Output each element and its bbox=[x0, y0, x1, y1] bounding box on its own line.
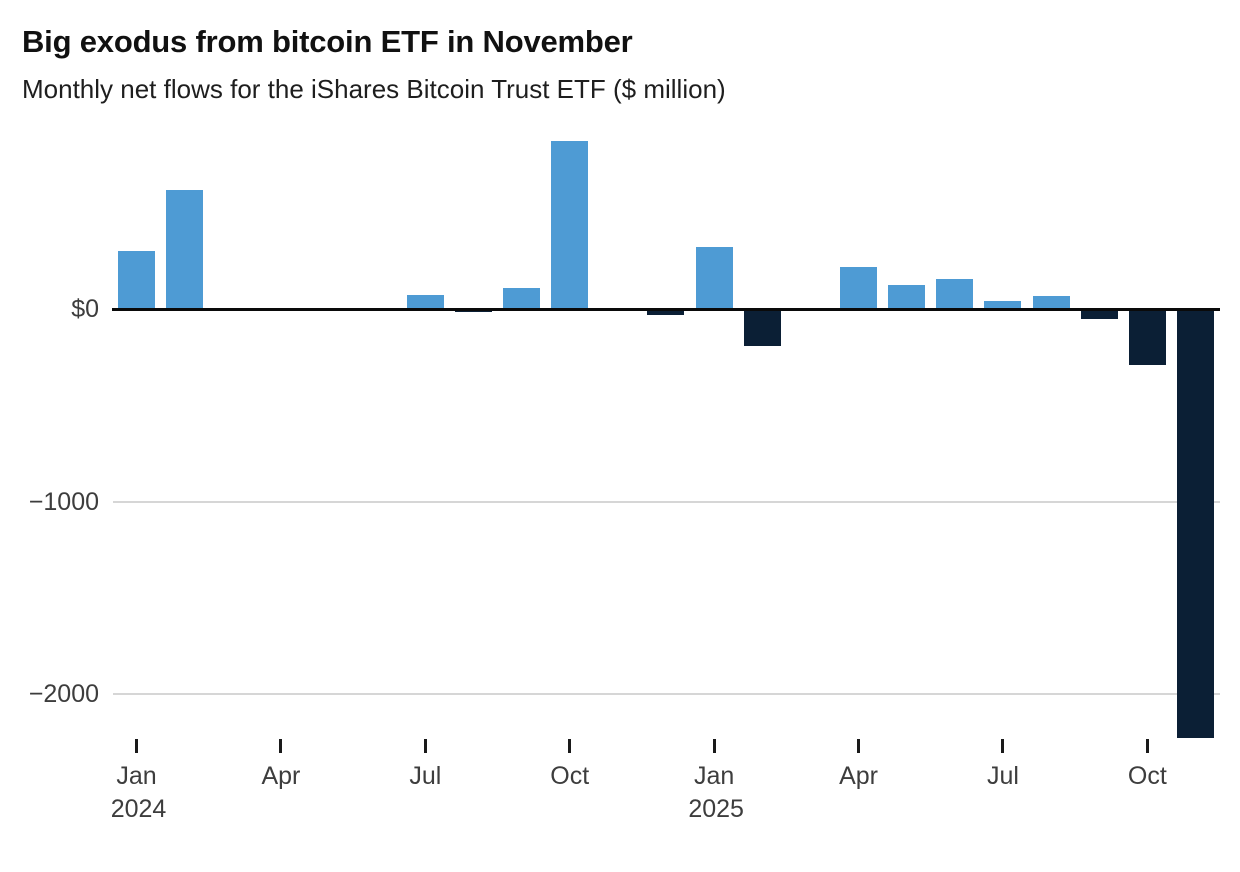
x-axis-tick bbox=[1001, 739, 1005, 753]
x-axis-tick bbox=[857, 739, 861, 753]
bar-oct-2025 bbox=[1128, 309, 1166, 365]
bar-oct-2024 bbox=[551, 140, 589, 309]
x-axis-label: Jul bbox=[409, 762, 442, 790]
chart-title: Big exodus from bitcoin ETF in November bbox=[22, 24, 633, 59]
y-axis-label: −2000 bbox=[28, 680, 99, 708]
x-axis-tick bbox=[135, 739, 138, 753]
x-axis-tick bbox=[423, 739, 427, 753]
bar-jul-2025 bbox=[984, 301, 1022, 309]
gridline bbox=[113, 693, 1220, 695]
zero-baseline bbox=[112, 307, 1220, 311]
bar-sep-2024 bbox=[503, 287, 541, 309]
bar-apr-2025 bbox=[840, 266, 878, 309]
x-axis-tick bbox=[1145, 739, 1149, 753]
bar-jul-2024 bbox=[406, 294, 444, 309]
x-axis-tick bbox=[279, 739, 283, 753]
x-axis-year-label: 2024 bbox=[110, 795, 167, 823]
bar-sep-2025 bbox=[1080, 309, 1118, 319]
x-axis-label: Jan bbox=[116, 762, 157, 790]
x-axis-tick bbox=[568, 739, 572, 753]
bar-may-2025 bbox=[888, 284, 926, 309]
x-axis-label: Jul bbox=[986, 762, 1019, 790]
bar-jan-2025 bbox=[695, 247, 733, 309]
x-axis-label: Oct bbox=[1127, 762, 1167, 790]
x-axis-label: Apr bbox=[261, 762, 301, 790]
gridline bbox=[113, 500, 1220, 503]
bar-nov-2025 bbox=[1176, 309, 1214, 739]
bar-feb-2025 bbox=[743, 309, 781, 346]
x-axis-label: Oct bbox=[550, 762, 590, 790]
x-axis-label: Jan bbox=[693, 762, 735, 790]
x-axis-tick bbox=[712, 739, 716, 753]
bar-feb-2024 bbox=[166, 189, 204, 309]
x-axis-year-label: 2025 bbox=[688, 795, 744, 823]
x-axis-label: Apr bbox=[839, 762, 878, 790]
bar-aug-2025 bbox=[1032, 296, 1070, 309]
chart-subtitle: Monthly net flows for the iShares Bitcoi… bbox=[22, 74, 726, 104]
y-axis-label: −1000 bbox=[28, 487, 99, 516]
y-axis-label: $0 bbox=[71, 295, 99, 323]
bar-dec-2024 bbox=[647, 309, 685, 315]
bar-jan-2024 bbox=[118, 251, 155, 309]
bar-jun-2025 bbox=[936, 279, 974, 309]
